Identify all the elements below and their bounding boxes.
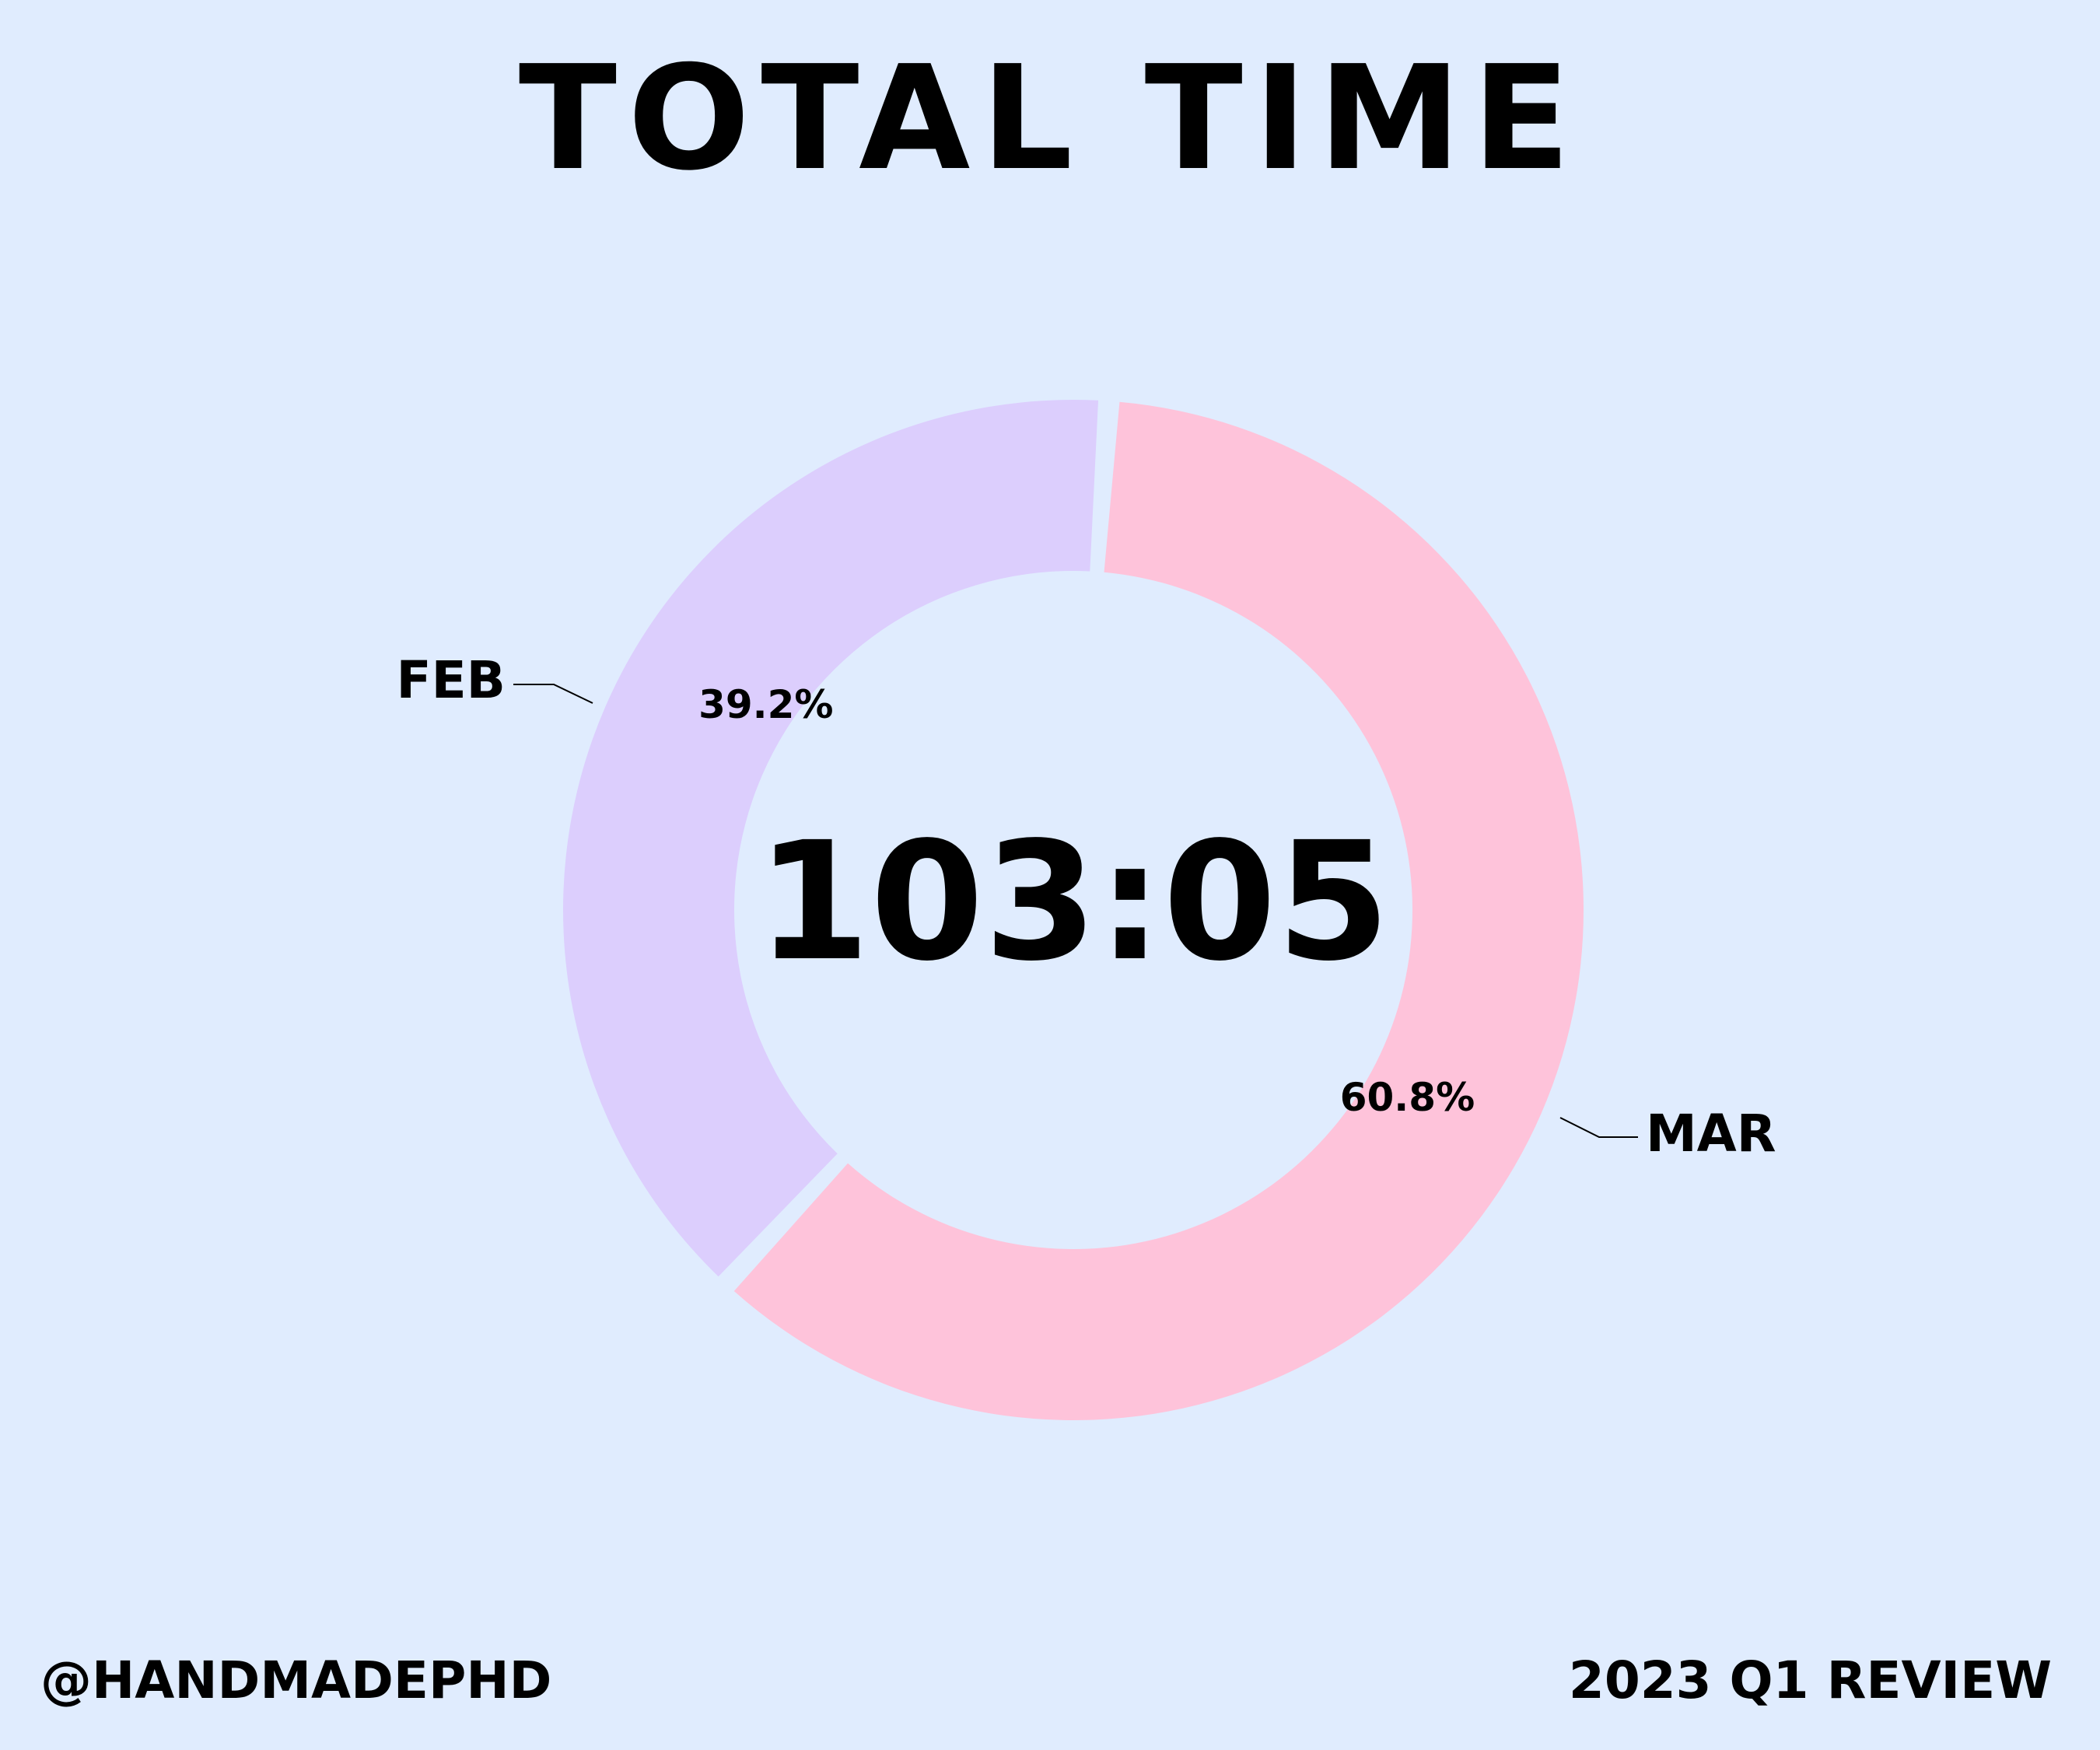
leader-line-feb	[513, 684, 593, 704]
value-label-mar: 60.8%	[1340, 1075, 1475, 1120]
value-label-feb: 39.2%	[698, 682, 833, 727]
category-label-feb: FEB	[397, 650, 506, 710]
footer-handle: @HANDMADEPHD	[40, 1650, 552, 1710]
footer-report-title: 2023 Q1 REVIEW	[1568, 1650, 2052, 1710]
slice-mar	[733, 401, 1584, 1420]
center-total-label: 103:05	[757, 807, 1391, 997]
chart-title: TOTAL TIME	[518, 34, 1582, 202]
category-label-mar: MAR	[1646, 1104, 1776, 1164]
leader-line-mar	[1559, 1117, 1638, 1138]
slice-feb	[563, 400, 1099, 1277]
